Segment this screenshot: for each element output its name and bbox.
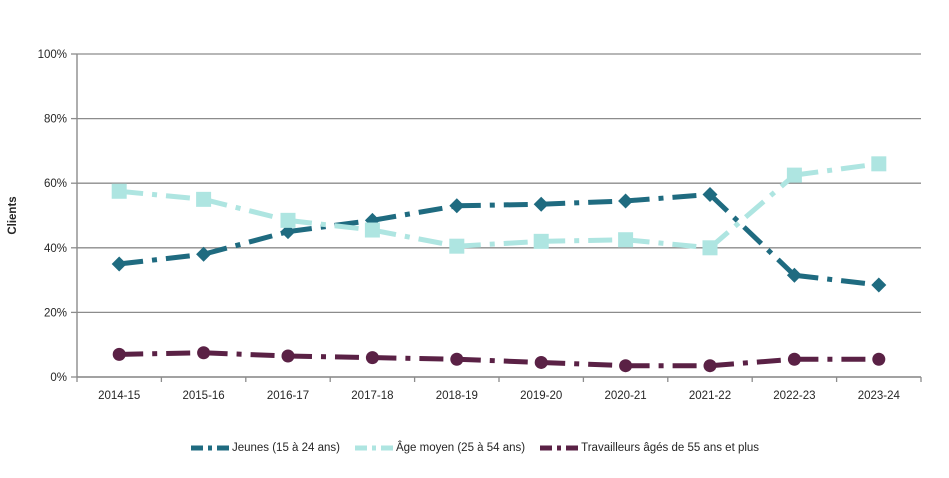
- y-tick-label: 80%: [44, 114, 67, 126]
- data-point-circle: [197, 346, 211, 360]
- series-1-segment: [287, 217, 373, 233]
- series-1-segment: [118, 188, 204, 202]
- x-tick-label: 2023-24: [858, 390, 901, 402]
- series-0-segment: [202, 229, 289, 257]
- series-0-segment: [118, 251, 204, 267]
- data-point-square: [871, 156, 887, 172]
- data-point-diamond: [618, 193, 634, 209]
- data-point-diamond: [786, 267, 802, 283]
- data-point-circle: [872, 352, 886, 366]
- series-0: [111, 187, 887, 293]
- legend-swatch-jeunes: [190, 445, 229, 451]
- data-point-square: [533, 233, 549, 249]
- legend-item-age-moyen: Âge moyen (25 à 54 ans): [354, 442, 525, 454]
- legend-swatch-55-plus: [540, 445, 579, 451]
- series-1-segment: [625, 237, 711, 251]
- series-0-segment: [625, 192, 711, 204]
- data-point-diamond: [196, 246, 212, 262]
- data-point-diamond: [533, 196, 549, 212]
- data-point-circle: [787, 352, 801, 366]
- y-tick-label: 0%: [50, 372, 67, 384]
- series-1: [111, 156, 887, 256]
- data-point-diamond: [280, 224, 296, 240]
- series-0-segment: [794, 272, 880, 288]
- series-2-segment: [119, 350, 204, 357]
- chart-legend: Jeunes (15 à 24 ans) Âge moyen (25 à 54 …: [0, 436, 949, 460]
- series-1-segment: [541, 237, 626, 244]
- series-2: [112, 346, 886, 373]
- data-point-square: [449, 238, 465, 254]
- data-point-diamond: [449, 198, 465, 214]
- legend-swatch-age-moyen: [354, 445, 393, 451]
- data-point-circle: [281, 349, 295, 363]
- data-point-circle: [112, 347, 126, 361]
- data-point-diamond: [111, 256, 127, 272]
- data-point-square: [196, 191, 212, 207]
- legend-item-jeunes: Jeunes (15 à 24 ans): [190, 442, 340, 454]
- x-tick-label: 2017-18: [351, 390, 393, 402]
- data-point-diamond: [871, 277, 887, 293]
- x-tick-label: 2020-21: [604, 390, 646, 402]
- x-tick-label: 2014-15: [98, 390, 140, 402]
- x-tick-label: 2015-16: [182, 390, 224, 402]
- y-tick-label: 60%: [44, 178, 67, 190]
- series-0-segment: [708, 192, 797, 278]
- series-2-segment: [372, 355, 457, 362]
- y-tick-label: 100%: [38, 49, 67, 61]
- plot-svg: 0% 20% 40% 60% 80% 100% 2014-15 2015-16 2016-17 2…: [7, 49, 922, 402]
- series-1-segment: [371, 227, 458, 249]
- legend-item-55-plus: Travailleurs âgés de 55 ans et plus: [539, 442, 759, 454]
- data-point-square: [111, 183, 127, 199]
- series-0-segment: [541, 198, 626, 207]
- data-point-square: [702, 240, 718, 256]
- data-point-square: [618, 232, 634, 248]
- y-tick-label: 20%: [44, 307, 67, 319]
- series-0-segment: [287, 217, 373, 235]
- series-1-segment: [794, 161, 880, 178]
- data-point-square: [786, 167, 802, 183]
- series-2-segment: [203, 350, 289, 359]
- x-tick-label: 2022-23: [773, 390, 815, 402]
- data-point-circle: [619, 359, 633, 373]
- data-point-diamond: [702, 187, 718, 203]
- y-axis-title: Clients: [7, 196, 19, 234]
- x-tick-label: 2019-20: [520, 390, 562, 402]
- y-tick-label: 40%: [44, 243, 67, 255]
- data-point-square: [280, 212, 296, 228]
- series-2-segment: [709, 356, 795, 369]
- x-tick-label: 2018-19: [436, 390, 478, 402]
- data-point-circle: [703, 359, 717, 373]
- data-point-circle: [534, 355, 548, 369]
- legend-label-jeunes: Jeunes (15 à 24 ans): [231, 442, 340, 454]
- series-2-segment: [541, 359, 626, 369]
- data-point-circle: [450, 352, 464, 366]
- series-1-segment: [708, 173, 797, 250]
- series-2-segment: [287, 353, 373, 361]
- data-point-circle: [365, 351, 379, 365]
- series-1-segment: [456, 238, 542, 249]
- data-point-square: [364, 222, 380, 238]
- legend-label-age-moyen: Âge moyen (25 à 54 ans): [395, 442, 526, 454]
- series-0-segment: [371, 203, 458, 223]
- series-2-segment: [456, 356, 542, 365]
- series-1-segment: [202, 196, 289, 223]
- series-0-segment: [456, 201, 542, 209]
- x-tick-label: 2016-17: [267, 390, 309, 402]
- x-tick-label: 2021-22: [689, 390, 731, 402]
- legend-label-55-plus: Travailleurs âgés de 55 ans et plus: [581, 442, 760, 454]
